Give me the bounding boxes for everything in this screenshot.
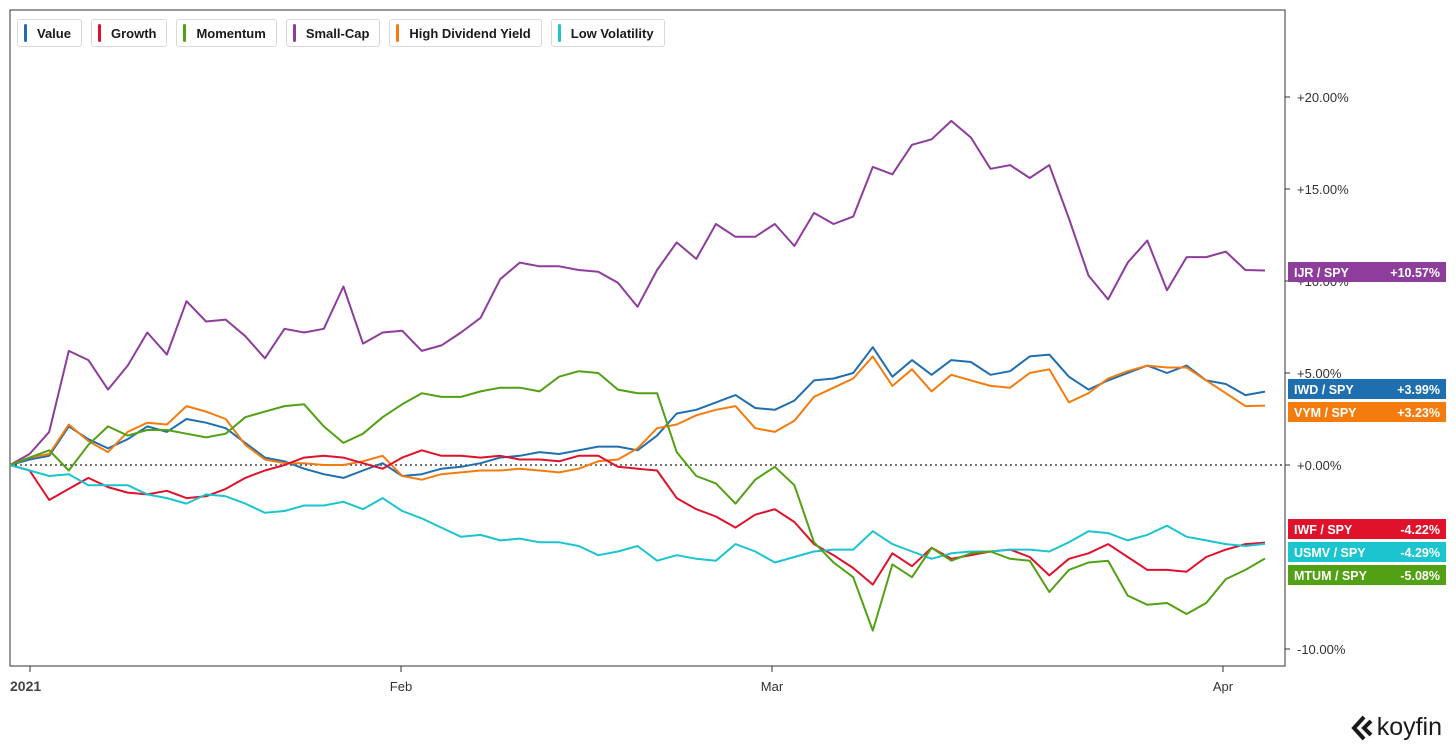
legend-swatch [183,24,187,42]
end-label-ticker: IJR / SPY [1294,266,1350,280]
end-label-value: +3.99% [1397,383,1440,397]
end-label-value: +10.57% [1390,266,1440,280]
legend-swatch [557,24,561,42]
end-label-growth: IWF / SPY -4.22% [1288,519,1446,539]
end-label-value: IWD / SPY +3.99% [1288,379,1446,399]
y-tick-label: +0.00% [1297,458,1342,473]
legend-swatch [24,24,27,42]
end-label-box [1288,542,1446,562]
series-line-high-dividend-yield [9,355,1266,481]
x-tick-label: Mar [761,679,784,694]
end-label-momentum: MTUM / SPY -5.08% [1288,565,1446,585]
series-line-growth [9,449,1266,586]
x-tick-label: 2021 [10,678,41,694]
legend-label: Low Volatility [570,25,654,41]
end-label-ticker: VYM / SPY [1294,406,1357,420]
legend-swatch [97,24,101,42]
end-label-value: -4.29% [1400,546,1440,560]
end-label-box [1288,519,1446,539]
y-tick-label: +15.00% [1297,182,1349,197]
end-label-ticker: IWF / SPY [1294,523,1353,537]
x-tick-label: Feb [390,679,412,694]
legend-item-growth[interactable]: Growth [90,19,168,47]
series-line-small-cap [9,119,1266,466]
series-line-low-volatility [9,464,1266,564]
end-label-box [1288,565,1446,585]
end-label-box [1288,402,1446,422]
plot-area-frame [9,9,1286,667]
brand-name: koyfin [1376,713,1442,741]
legend-swatch [396,24,400,42]
end-label-small-cap: IJR / SPY +10.57% [1288,262,1446,282]
legend-swatch [292,24,296,42]
end-label-box [1288,379,1446,399]
y-tick-label: +20.00% [1297,90,1349,105]
legend-item-small-cap[interactable]: Small-Cap [285,19,381,47]
end-label-high-dividend-yield: VYM / SPY +3.23% [1288,402,1446,422]
legend-item-momentum[interactable]: Momentum [176,19,277,47]
series-line-momentum [9,370,1266,632]
end-label-ticker: IWD / SPY [1294,383,1354,397]
end-label-ticker: MTUM / SPY [1294,569,1368,583]
end-label-low-volatility: USMV / SPY -4.29% [1288,542,1446,562]
legend-item-high-dividend-yield[interactable]: High Dividend Yield [389,19,542,47]
legend-label: Growth [110,25,157,41]
y-tick-label: -10.00% [1297,642,1346,657]
end-label-value: +3.23% [1397,406,1440,420]
end-label-value: -5.08% [1400,569,1440,583]
koyfin-logo-icon [1350,715,1373,740]
koyfin-brand: koyfin [1350,713,1442,742]
legend-label: High Dividend Yield [409,25,531,41]
legend-label: Momentum [196,25,266,41]
chart-legend: Value Growth Momentum Small-Cap High Div… [17,19,665,47]
end-label-box [1288,262,1446,282]
legend-item-low-volatility[interactable]: Low Volatility [550,19,665,47]
y-tick-label: +5.00% [1297,366,1342,381]
end-label-value: -4.22% [1400,523,1440,537]
legend-label: Small-Cap [305,25,370,41]
legend-label: Value [37,25,71,41]
legend-item-value[interactable]: Value [17,19,82,47]
series-line-value [9,346,1266,479]
end-label-ticker: USMV / SPY [1294,546,1366,560]
x-tick-label: Apr [1213,679,1234,694]
